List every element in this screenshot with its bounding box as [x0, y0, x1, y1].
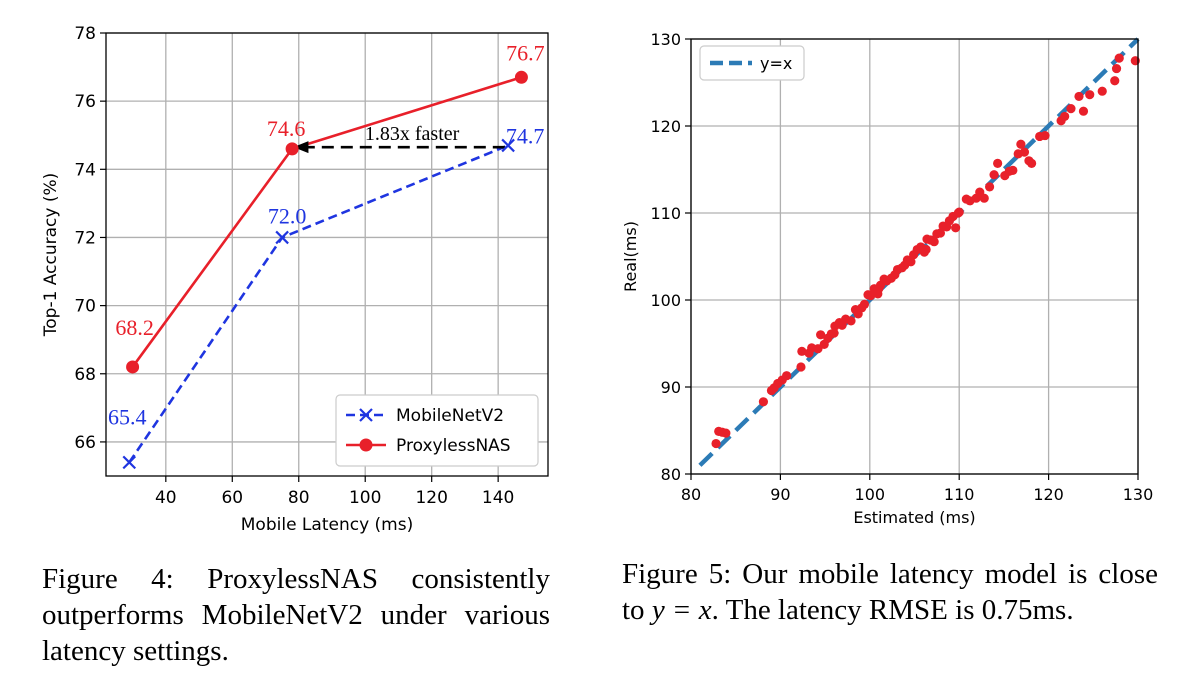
y-tick-label: 66	[74, 433, 96, 453]
scatter-point	[1040, 130, 1050, 141]
scatter-point	[1078, 106, 1089, 116]
point-marker-proxylessnas	[285, 142, 299, 156]
scatter-point	[979, 193, 989, 203]
scatter-point	[1027, 158, 1037, 169]
data-label: 76.7	[506, 40, 545, 65]
x-tick-label: 100	[855, 485, 886, 504]
x-tick-label: 120	[1033, 485, 1064, 504]
data-label: 74.6	[267, 116, 306, 141]
scatter-point	[1111, 63, 1122, 74]
scatter-point	[782, 371, 792, 381]
scatter-point	[953, 208, 963, 218]
scatter-point	[796, 362, 806, 372]
scatter-point	[1074, 91, 1084, 102]
scatter-point	[829, 328, 839, 338]
x-tick-label: 130	[1123, 485, 1154, 504]
point-marker-mobilenetv2	[275, 230, 289, 245]
x-tick-label: 100	[349, 488, 381, 508]
y-axis-label: Top-1 Accuracy (%)	[41, 173, 61, 337]
scatter-point	[929, 237, 939, 247]
legend-box	[335, 394, 539, 467]
y-tick-label: 130	[650, 30, 681, 49]
figure-5-caption-text-end: . The latency RMSE is 0.75ms.	[711, 594, 1074, 626]
scatter-point	[993, 158, 1003, 169]
x-tick-label: 80	[681, 485, 701, 504]
scatter-point	[935, 228, 946, 238]
legend-label: y=x	[760, 54, 792, 73]
scatter-point	[906, 257, 916, 267]
figure-5-caption: Figure 5: Our mobile latency model is cl…	[622, 556, 1158, 628]
y-tick-label: 110	[650, 204, 681, 223]
x-tick-label: 120	[415, 488, 447, 508]
x-tick-label: 110	[944, 485, 975, 504]
figure-5-caption-text: Figure 5: Our mobile latency model is cl…	[622, 558, 1158, 626]
y-tick-label: 68	[74, 365, 96, 385]
annotation-text: 1.83x faster	[365, 123, 460, 145]
y-tick-label: 72	[74, 228, 96, 248]
data-label: 68.2	[115, 315, 154, 340]
scatter-point	[711, 438, 721, 449]
scatter-point	[989, 170, 999, 180]
legend-label: MobileNetV2	[396, 406, 504, 426]
series-line-proxylessnas	[131, 76, 522, 368]
figure-5-caption-math: y = x	[651, 594, 712, 626]
annotation-arrow-head	[293, 141, 309, 154]
y-tick-label: 80	[661, 465, 681, 484]
x-tick-label: 60	[221, 488, 243, 508]
scatter-point	[1019, 147, 1030, 157]
scatter-point	[984, 182, 995, 192]
point-marker-mobilenetv2	[122, 455, 137, 470]
data-label: 65.4	[108, 404, 147, 429]
legend-marker	[359, 438, 373, 452]
x-axis-label: Mobile Latency (ms)	[241, 515, 413, 535]
y-tick-label: 74	[74, 160, 96, 180]
legend-label: ProxylessNAS	[396, 436, 511, 456]
scatter-point	[1060, 111, 1070, 122]
legend-marker	[359, 408, 373, 422]
y-tick-label: 120	[650, 117, 681, 136]
x-tick-label: 140	[482, 488, 514, 508]
y-tick-label: 100	[650, 291, 681, 310]
scatter-point	[1097, 86, 1107, 96]
scatter-point	[921, 244, 931, 255]
scatter-point	[721, 428, 731, 438]
y-tick-label: 76	[74, 92, 96, 112]
scatter-point	[859, 299, 870, 309]
scatter-point	[1008, 165, 1018, 175]
y-tick-label: 90	[661, 378, 681, 397]
scatter-point	[1085, 90, 1095, 100]
scatter-point	[874, 284, 884, 294]
accuracy-vs-latency-chart: 40 60 80 100 120 140 66 68 70 72 74 76 78 Mobile Late…	[41, 24, 549, 535]
scatter-point	[797, 346, 807, 356]
scatter-point	[951, 223, 961, 233]
point-marker-mobilenetv2	[501, 138, 515, 153]
scatter-point	[1066, 104, 1076, 114]
scatter-point	[1110, 76, 1120, 86]
figure-4-caption: Figure 4: ProxylessNAS consistently outp…	[42, 563, 550, 667]
y-axis-label: Real(ms)	[621, 221, 640, 292]
x-axis-label: Estimated (ms)	[853, 508, 975, 527]
x-tick-label: 80	[288, 488, 310, 508]
y-tick-label: 78	[74, 24, 96, 44]
plot-frame	[105, 32, 549, 477]
scatter-point	[1114, 53, 1124, 63]
x-tick-label: 90	[770, 485, 790, 504]
scatter-point	[758, 397, 769, 407]
x-tick-label: 40	[155, 488, 177, 508]
scatter-point	[846, 316, 856, 326]
point-marker-proxylessnas	[514, 70, 528, 84]
latency-model-scatter-chart: 80 90 100 110 120 130 80 90 100 110 120 130 Estimate…	[621, 30, 1153, 527]
scatter-point	[816, 330, 826, 340]
data-label: 74.7	[506, 123, 545, 148]
y-tick-label: 70	[74, 297, 96, 317]
point-marker-proxylessnas	[126, 360, 140, 374]
scatter-point	[866, 291, 876, 301]
data-label: 72.0	[268, 203, 307, 228]
scatter-point	[1016, 139, 1026, 149]
plot-frame	[690, 38, 1139, 475]
